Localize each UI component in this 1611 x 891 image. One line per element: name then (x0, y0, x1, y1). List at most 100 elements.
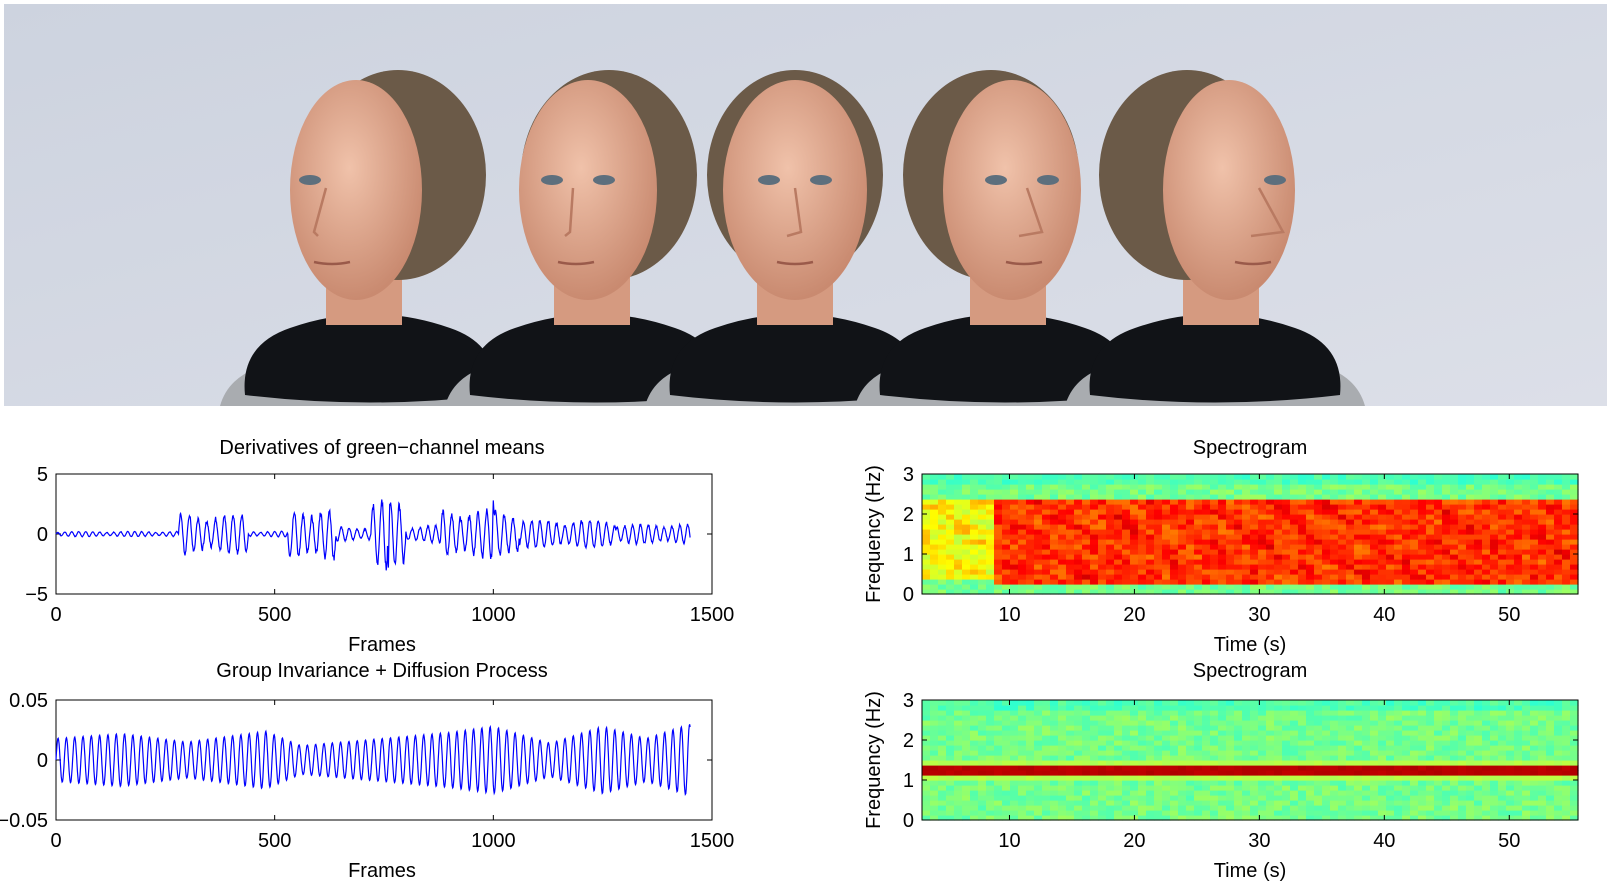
c2-cell (1042, 569, 1051, 575)
c2-cell (946, 524, 955, 530)
c2-cell (930, 569, 939, 575)
c4-cell (1402, 735, 1411, 741)
c2-cell (1098, 479, 1107, 485)
c2-cell (1346, 559, 1355, 565)
c2-cell (1178, 484, 1187, 490)
c2-cell (962, 529, 971, 535)
c4-cell (1482, 725, 1491, 731)
c4-cell (1170, 795, 1179, 801)
c4-cell (1386, 790, 1395, 796)
c2-cell (1050, 484, 1059, 490)
c2-cell (1506, 564, 1515, 570)
scarf (469, 314, 721, 403)
c2-cell (1394, 499, 1403, 505)
c4-cell (938, 800, 947, 806)
c2-cell (1018, 479, 1027, 485)
c2-cell (1098, 509, 1107, 515)
c4-cell (1034, 705, 1043, 711)
c4-cell (1138, 750, 1147, 756)
c2-cell (1266, 559, 1275, 565)
c2-cell (946, 509, 955, 515)
c2-cell (1122, 584, 1131, 590)
c4-cell (1162, 795, 1171, 801)
c2-cell (1450, 504, 1459, 510)
c4-cell (1074, 700, 1083, 706)
c2-cell (1490, 569, 1499, 575)
c4-cell (1530, 740, 1539, 746)
c2-cell (1506, 519, 1515, 525)
c4-cell (978, 810, 987, 816)
c4-cell (994, 720, 1003, 726)
c4-cell (1466, 760, 1475, 766)
c2-cell (1290, 504, 1299, 510)
c4-cell (1066, 715, 1075, 721)
c2-cell (1186, 569, 1195, 575)
c4-cell (1330, 750, 1339, 756)
c4-cell (1266, 770, 1275, 776)
c4-cell (1482, 775, 1491, 781)
c4-cell (1474, 730, 1483, 736)
c4-cell (954, 755, 963, 761)
c4-cell (1170, 725, 1179, 731)
c4-cell (978, 795, 987, 801)
c2-cell (1242, 544, 1251, 550)
c4-cell (1010, 810, 1019, 816)
c2-cell (1018, 504, 1027, 510)
c4-cell (1482, 780, 1491, 786)
c4-cell (1530, 755, 1539, 761)
c2-cell (1162, 519, 1171, 525)
c2-cell (1458, 484, 1467, 490)
c2-cell (1386, 549, 1395, 555)
c4-cell (1034, 740, 1043, 746)
c4-cell (1442, 755, 1451, 761)
c2-cell (1570, 504, 1579, 510)
c4-cell (1042, 790, 1051, 796)
c2-cell (1154, 579, 1163, 585)
c4-cell (1282, 805, 1291, 811)
c4-cell (1266, 780, 1275, 786)
c2-cell (1354, 589, 1363, 595)
c2-cell (1290, 479, 1299, 485)
c2-cell (1170, 534, 1179, 540)
c4-cell (930, 810, 939, 816)
c4-cell (1458, 795, 1467, 801)
c4-cell (1346, 735, 1355, 741)
c2-cell (1490, 484, 1499, 490)
c4-cell (1506, 790, 1515, 796)
c4-cell (1098, 760, 1107, 766)
c2-cell (986, 589, 995, 595)
c4-cell (1546, 745, 1555, 751)
c2-cell (1498, 569, 1507, 575)
c2-cell (1458, 564, 1467, 570)
c2-cell (922, 474, 931, 480)
c2-cell (938, 474, 947, 480)
c4-cell (1442, 710, 1451, 716)
c4-cell (1146, 740, 1155, 746)
c2-cell (1570, 559, 1579, 565)
c4-cell (1410, 795, 1419, 801)
c4-cell (1242, 730, 1251, 736)
c2-cell (1058, 544, 1067, 550)
c2-cell (1482, 564, 1491, 570)
c2-cell (1106, 579, 1115, 585)
c2-cell (1546, 504, 1555, 510)
c4-cell (1306, 795, 1315, 801)
c2-cell (1282, 494, 1291, 500)
c2-cell (1058, 554, 1067, 560)
c2-cell (1202, 579, 1211, 585)
c2-cell (978, 569, 987, 575)
c2-cell (1226, 489, 1235, 495)
c4-cell (970, 745, 979, 751)
c2-cell (1362, 474, 1371, 480)
c2-cell (1330, 514, 1339, 520)
c4-cell (1250, 775, 1259, 781)
c2-cell (1474, 559, 1483, 565)
c4-cell (1290, 815, 1299, 821)
c4-cell (1202, 710, 1211, 716)
c4-cell (1282, 745, 1291, 751)
c4-cell (1026, 715, 1035, 721)
c4-cell (970, 780, 979, 786)
c2-cell (930, 484, 939, 490)
c4-cell (1018, 815, 1027, 821)
c4-cell (1186, 745, 1195, 751)
